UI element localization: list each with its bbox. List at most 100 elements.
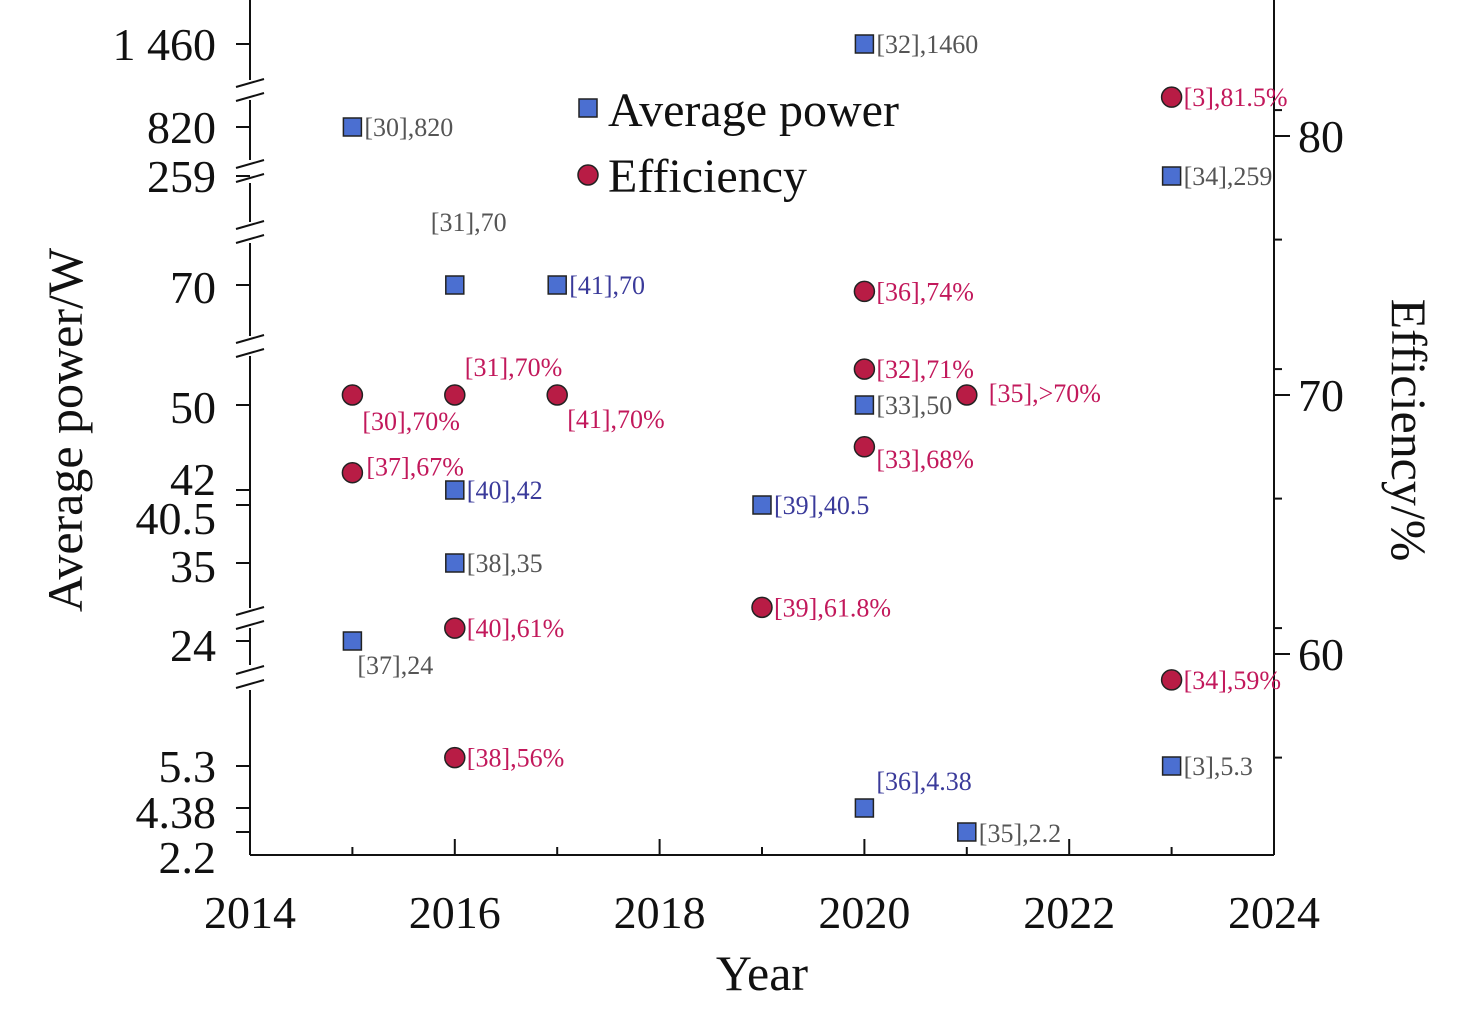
axis-break-mark	[235, 234, 265, 244]
power-point-label: [40],42	[467, 476, 543, 505]
efficiency-point-label: [38],56%	[467, 744, 564, 773]
left-tick-label: 259	[147, 151, 216, 202]
efficiency-point	[853, 436, 876, 458]
efficiency-point	[751, 596, 773, 619]
power-point	[445, 480, 465, 500]
efficiency-point-label: [41],70%	[567, 405, 664, 434]
efficiency-point	[444, 617, 466, 639]
efficiency-point	[546, 384, 568, 406]
power-point-label: [36],4.38	[876, 767, 971, 796]
power-point-label: [39],40.5	[774, 491, 869, 520]
efficiency-point	[1160, 86, 1183, 108]
x-tick-label: 2022	[1023, 887, 1115, 938]
efficiency-point	[956, 384, 978, 406]
efficiency-point	[853, 280, 876, 303]
power-point	[957, 822, 977, 842]
axis-break-mark	[235, 78, 265, 88]
axis-break-mark	[235, 606, 265, 616]
left-tick-label: 70	[170, 262, 216, 313]
legend-label-efficiency: Efficiency	[608, 150, 807, 203]
power-point	[854, 34, 875, 54]
power-point-label: [30],820	[364, 113, 453, 142]
power-point-label: [38],35	[467, 549, 543, 578]
x-tick-label: 2020	[818, 887, 910, 938]
power-point	[342, 117, 363, 137]
left-tick-label: 24	[170, 620, 216, 671]
power-point-label: [33],50	[876, 391, 952, 420]
y-axis-left-title: Average power/W	[37, 247, 93, 612]
axis-break-mark	[235, 348, 265, 358]
legend-label-average-power: Average power	[608, 84, 899, 137]
power-point-label: [41],70	[569, 271, 645, 300]
y-axis-right-title: Efficiency/%	[1381, 299, 1437, 562]
power-point	[854, 798, 875, 818]
right-tick-label: 60	[1298, 629, 1344, 680]
efficiency-point-label: [39],61.8%	[774, 593, 891, 622]
axis-break-mark	[235, 620, 265, 630]
left-tick-label: 4.38	[136, 787, 217, 838]
efficiency-point	[444, 746, 466, 769]
axis-break-mark	[235, 220, 265, 230]
power-point-label: [35],2.2	[979, 819, 1061, 848]
power-point	[1161, 166, 1182, 186]
x-tick-label: 2014	[204, 887, 296, 938]
axis-break-mark	[235, 665, 265, 675]
axis-break-mark	[235, 173, 265, 183]
left-tick-label: 1 460	[113, 19, 217, 70]
axis-break-mark	[235, 334, 265, 344]
data-marks	[341, 34, 1183, 842]
power-point	[752, 495, 772, 515]
left-tick-label: 2.2	[159, 832, 217, 883]
efficiency-point-label: [40],61%	[467, 614, 564, 643]
x-tick-label: 2024	[1228, 887, 1320, 938]
efficiency-point-label: [32],71%	[876, 355, 973, 384]
x-axis-title: Year	[716, 945, 808, 1001]
power-point-label: [34],259	[1184, 162, 1273, 191]
x-tick-label: 2016	[409, 887, 501, 938]
efficiency-point	[1160, 669, 1183, 691]
efficiency-point-label: [36],74%	[876, 277, 973, 306]
efficiency-point-label: [30],70%	[362, 407, 459, 436]
efficiency-point	[341, 384, 364, 406]
legend-square-marker	[578, 98, 598, 118]
power-point-label: [31],70	[431, 208, 507, 237]
power-point	[547, 275, 567, 295]
efficiency-point	[444, 384, 466, 406]
x-tick-label: 2018	[614, 887, 706, 938]
axis-break-mark	[235, 679, 265, 689]
efficiency-point-label: [31],70%	[465, 353, 562, 382]
efficiency-point-label: [34],59%	[1184, 666, 1281, 695]
left-tick-label: 5.3	[159, 741, 217, 792]
efficiency-point-label: [33],68%	[876, 445, 973, 474]
point-labels: [30],820 [31],70 [41],70 [32],1460 [34],259 […	[357, 30, 1287, 848]
power-point	[445, 553, 465, 573]
legend-circle-marker	[577, 164, 599, 186]
legend: Average power Efficiency	[577, 84, 899, 203]
efficiency-point	[853, 358, 876, 380]
left-tick-label: 820	[147, 102, 216, 153]
left-tick-label: 35	[170, 541, 216, 592]
right-tick-label: 70	[1298, 370, 1344, 421]
axis-break-mark	[235, 92, 265, 102]
efficiency-point-label: [3],81.5%	[1184, 83, 1288, 112]
left-tick-label: 40.5	[136, 493, 217, 544]
power-point-label: [32],1460	[876, 30, 978, 59]
left-tick-label: 50	[170, 382, 216, 433]
axis-break-mark	[235, 159, 265, 169]
power-point-label: [3],5.3	[1184, 752, 1253, 781]
power-point	[342, 631, 363, 651]
power-point	[854, 395, 875, 415]
right-tick-label: 80	[1298, 111, 1344, 162]
right-axis-ticks: 60 70 80	[1274, 109, 1344, 759]
power-point	[445, 275, 465, 295]
left-tick-label: 42	[170, 454, 216, 505]
power-point-label: [37],24	[357, 651, 433, 680]
x-axis-ticks: 2014 2016 2018 2020 2022 2024	[204, 839, 1320, 938]
efficiency-point	[341, 461, 364, 484]
efficiency-point-label: [35],>70%	[989, 379, 1101, 408]
power-point	[1161, 756, 1182, 776]
efficiency-point-label: [37],67%	[366, 453, 463, 482]
